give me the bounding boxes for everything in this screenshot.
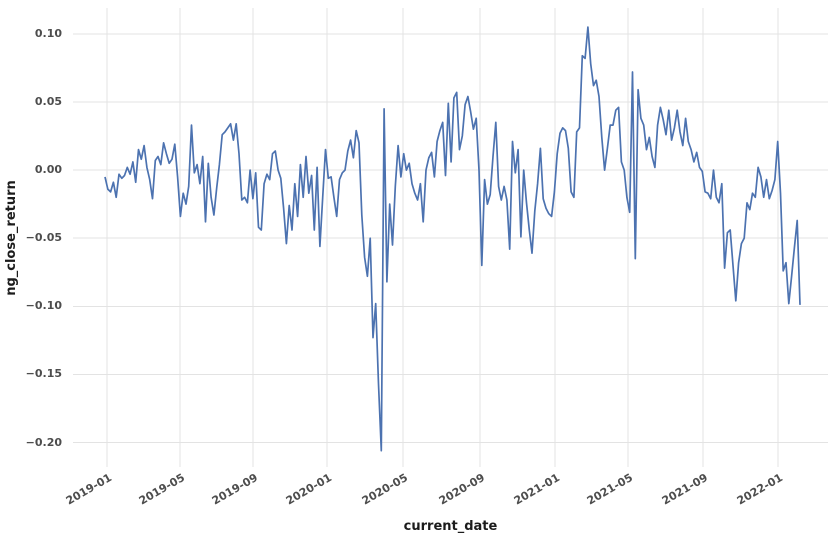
- y-tick-label: 0.05: [34, 95, 62, 108]
- y-tick-label: −0.05: [25, 231, 62, 245]
- y-tick-label: 0.10: [34, 26, 62, 40]
- y-tick-label: −0.15: [25, 367, 62, 381]
- x-axis-label: current_date: [403, 519, 498, 534]
- grid-lines: [73, 8, 828, 467]
- y-tick-label: 0.00: [34, 163, 62, 177]
- y-tick-label: −0.20: [25, 435, 62, 449]
- y-tick-label: −0.10: [25, 299, 62, 313]
- series-line-ng-close-return: [104, 26, 801, 452]
